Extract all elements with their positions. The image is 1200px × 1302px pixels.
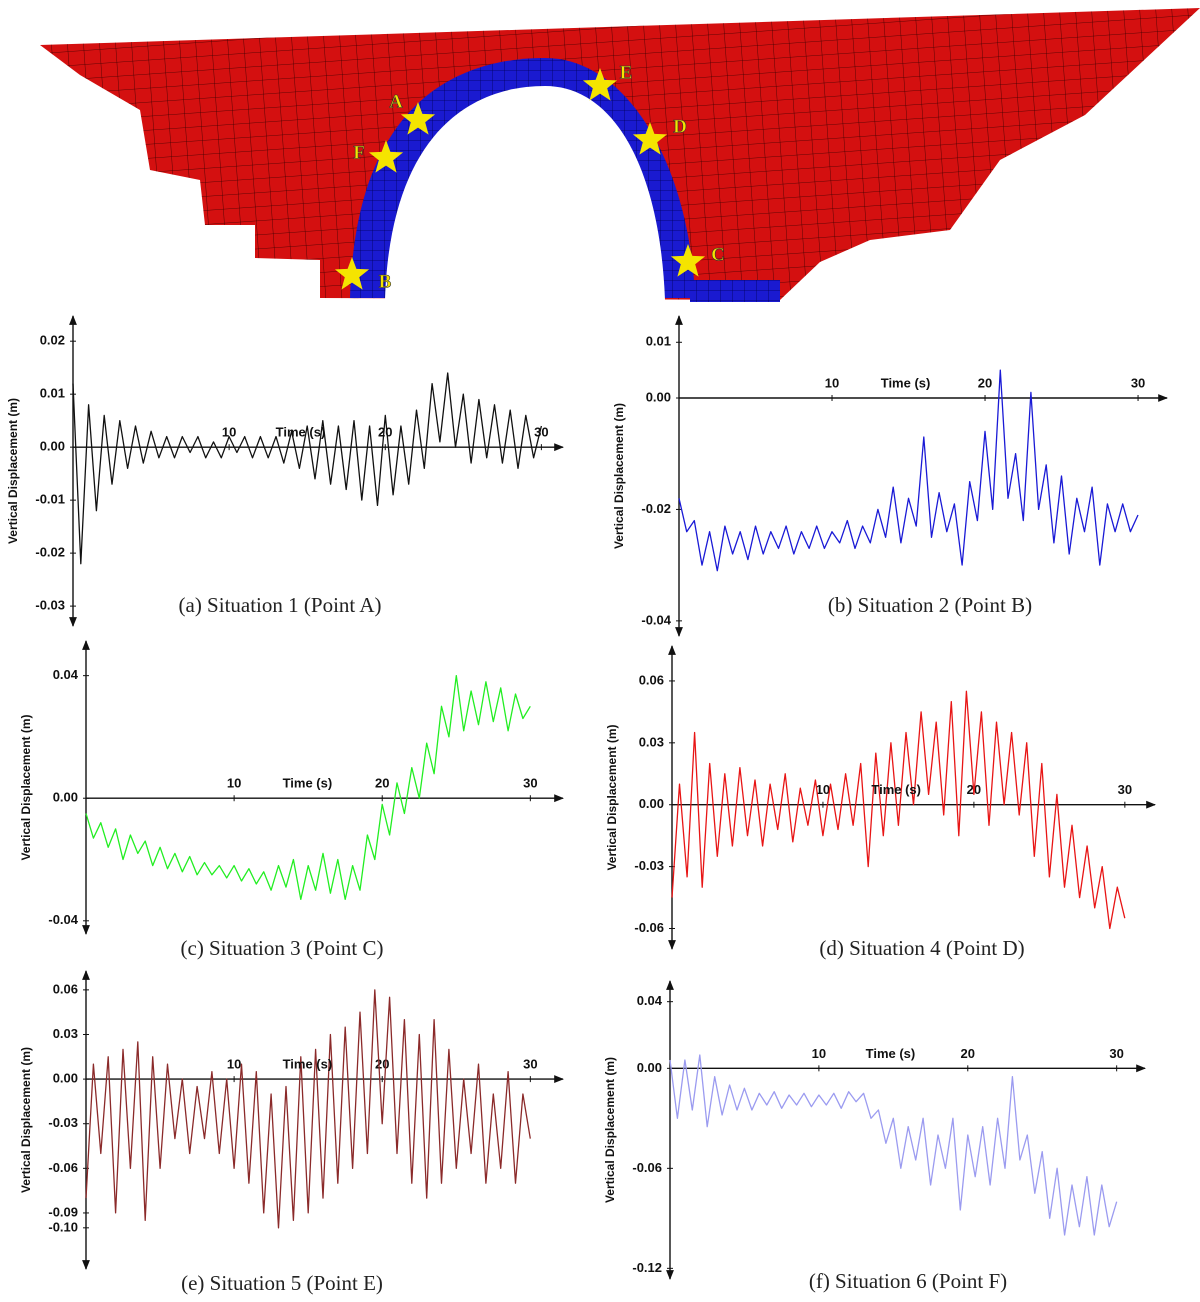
caption: (d) Situation 4 (Point D) xyxy=(819,936,1024,960)
y-axis-label: Vertical Displacement (m) xyxy=(612,403,626,549)
y-tick-label: -0.03 xyxy=(48,1115,78,1130)
arch-mesh xyxy=(40,8,1200,302)
y-tick-label: 0.06 xyxy=(53,981,78,996)
y-tick-label: 0.00 xyxy=(639,796,664,811)
y-tick-label: -0.03 xyxy=(35,598,65,613)
y-tick-label: 0.03 xyxy=(53,1026,78,1041)
x-tick-label: 10 xyxy=(227,1057,241,1072)
y-tick-label: -0.04 xyxy=(641,612,671,627)
x-axis-label: Time (s) xyxy=(871,782,921,797)
x-tick-label: 10 xyxy=(825,375,839,390)
data-line xyxy=(670,1055,1117,1235)
y-tick-label: -0.03 xyxy=(634,858,664,873)
caption: (e) Situation 5 (Point E) xyxy=(181,1271,383,1295)
y-tick-label: -0.06 xyxy=(634,920,664,935)
caption: (f) Situation 6 (Point F) xyxy=(809,1269,1007,1293)
y-axis-label: Vertical Displacement (m) xyxy=(603,1057,617,1203)
point-label: C xyxy=(711,244,725,265)
x-tick-label: 10 xyxy=(812,1046,826,1061)
y-tick-label: 0.04 xyxy=(53,667,79,682)
x-tick-label: 10 xyxy=(227,776,241,791)
y-tick-label: -0.06 xyxy=(48,1160,78,1175)
y-tick-label: 0.00 xyxy=(646,389,671,404)
x-axis-label: Time (s) xyxy=(276,425,326,440)
x-tick-label: 30 xyxy=(523,1057,537,1072)
figure: A B C D E F 0.02 0.01 0.00 -0.01 -0.02 -0.03 10 20 30… xyxy=(0,0,1200,1302)
y-axis-label: Vertical Displacement (m) xyxy=(19,1047,33,1193)
caption: (c) Situation 3 (Point C) xyxy=(181,936,384,960)
x-tick-label: 30 xyxy=(1118,782,1132,797)
x-axis-label: Time (s) xyxy=(866,1046,916,1061)
point-label: E xyxy=(620,62,633,83)
data-line xyxy=(86,990,530,1228)
caption: (a) Situation 1 (Point A) xyxy=(179,593,382,617)
point-label: F xyxy=(353,142,365,163)
y-tick-label: 0.00 xyxy=(53,790,78,805)
data-line xyxy=(679,370,1138,571)
caption: (b) Situation 2 (Point B) xyxy=(828,593,1032,617)
y-tick-label: 0.02 xyxy=(40,333,65,348)
x-tick-label: 30 xyxy=(1131,375,1145,390)
y-axis-label: Vertical Displacement (m) xyxy=(605,724,619,870)
y-tick-label: -0.10 xyxy=(48,1219,78,1234)
x-axis-label: Time (s) xyxy=(283,1057,333,1072)
x-axis-label: Time (s) xyxy=(881,375,931,390)
y-axis-label: Vertical Displacement (m) xyxy=(6,398,20,544)
data-line xyxy=(672,691,1125,928)
point-label: A xyxy=(389,91,403,112)
data-line xyxy=(73,373,541,564)
y-tick-label: -0.12 xyxy=(632,1260,662,1275)
y-tick-label: -0.01 xyxy=(35,492,65,507)
x-tick-label: 20 xyxy=(375,776,389,791)
y-tick-label: -0.09 xyxy=(48,1204,78,1219)
x-tick-label: 20 xyxy=(375,1057,389,1072)
y-tick-label: 0.00 xyxy=(53,1071,78,1086)
x-tick-label: 20 xyxy=(378,425,392,440)
y-tick-label: -0.02 xyxy=(641,501,671,516)
point-label: B xyxy=(379,271,392,292)
y-tick-label: 0.06 xyxy=(639,672,664,687)
y-tick-label: 0.04 xyxy=(637,993,663,1008)
y-tick-label: -0.04 xyxy=(48,912,78,927)
y-tick-label: -0.02 xyxy=(35,545,65,560)
x-tick-label: 30 xyxy=(523,776,537,791)
x-tick-label: 30 xyxy=(1109,1046,1123,1061)
y-tick-label: 0.00 xyxy=(637,1060,662,1075)
y-tick-label: 0.01 xyxy=(646,334,671,349)
y-tick-label: 0.01 xyxy=(40,386,65,401)
x-tick-label: 20 xyxy=(961,1046,975,1061)
y-axis-label: Vertical Displacement (m) xyxy=(19,714,33,860)
point-label: D xyxy=(673,116,687,137)
y-tick-label: 0.00 xyxy=(40,439,65,454)
y-tick-label: 0.03 xyxy=(639,734,664,749)
x-axis-label: Time (s) xyxy=(283,776,333,791)
x-tick-label: 20 xyxy=(978,375,992,390)
y-tick-label: -0.06 xyxy=(632,1160,662,1175)
